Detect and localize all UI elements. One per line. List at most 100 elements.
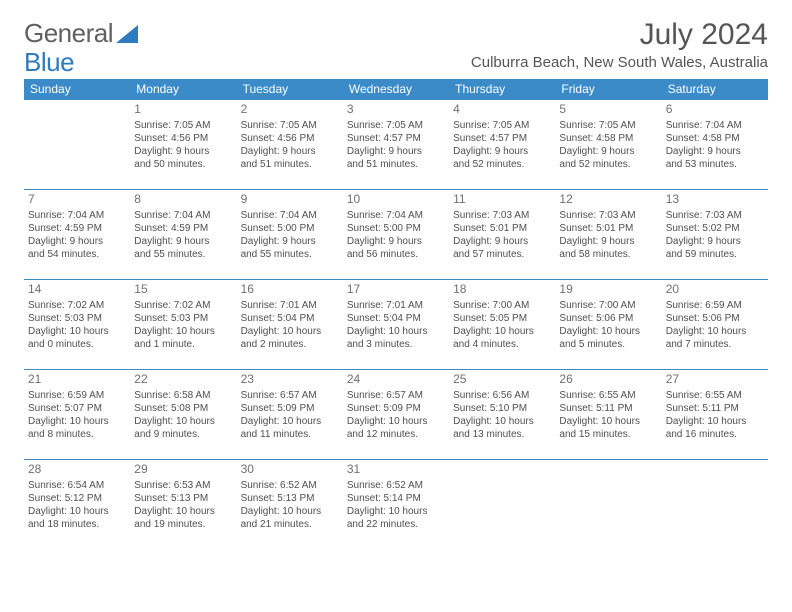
sunset-text: Sunset: 5:01 PM <box>559 222 657 235</box>
sunset-text: Sunset: 5:04 PM <box>347 312 445 325</box>
day-number: 3 <box>347 102 445 118</box>
day-number: 14 <box>28 282 126 298</box>
header-sunday: Sunday <box>24 79 130 100</box>
calendar-cell: 18Sunrise: 7:00 AMSunset: 5:05 PMDayligh… <box>449 280 555 370</box>
daylight-text: and 15 minutes. <box>559 428 657 441</box>
sunset-text: Sunset: 4:59 PM <box>134 222 232 235</box>
sunrise-text: Sunrise: 6:58 AM <box>134 389 232 402</box>
calendar-row: 7Sunrise: 7:04 AMSunset: 4:59 PMDaylight… <box>24 190 768 280</box>
sunrise-text: Sunrise: 6:57 AM <box>347 389 445 402</box>
header-friday: Friday <box>555 79 661 100</box>
sunset-text: Sunset: 5:08 PM <box>134 402 232 415</box>
sunset-text: Sunset: 5:00 PM <box>241 222 339 235</box>
calendar-cell: 25Sunrise: 6:56 AMSunset: 5:10 PMDayligh… <box>449 370 555 460</box>
logo-triangle-icon <box>116 25 138 43</box>
day-number: 31 <box>347 462 445 478</box>
sunrise-text: Sunrise: 7:04 AM <box>347 209 445 222</box>
calendar-cell: 22Sunrise: 6:58 AMSunset: 5:08 PMDayligh… <box>130 370 236 460</box>
sunset-text: Sunset: 5:05 PM <box>453 312 551 325</box>
day-number: 26 <box>559 372 657 388</box>
day-number: 2 <box>241 102 339 118</box>
day-number: 30 <box>241 462 339 478</box>
daylight-text: and 54 minutes. <box>28 248 126 261</box>
calendar-row: 28Sunrise: 6:54 AMSunset: 5:12 PMDayligh… <box>24 460 768 550</box>
sunset-text: Sunset: 5:06 PM <box>559 312 657 325</box>
calendar-cell: 5Sunrise: 7:05 AMSunset: 4:58 PMDaylight… <box>555 100 661 190</box>
calendar-cell: 28Sunrise: 6:54 AMSunset: 5:12 PMDayligh… <box>24 460 130 550</box>
calendar-cell: 23Sunrise: 6:57 AMSunset: 5:09 PMDayligh… <box>237 370 343 460</box>
daylight-text: and 55 minutes. <box>241 248 339 261</box>
day-number: 16 <box>241 282 339 298</box>
daylight-text: and 16 minutes. <box>666 428 764 441</box>
daylight-text: Daylight: 9 hours <box>347 235 445 248</box>
sunset-text: Sunset: 5:03 PM <box>28 312 126 325</box>
sunset-text: Sunset: 5:13 PM <box>241 492 339 505</box>
sunrise-text: Sunrise: 7:03 AM <box>666 209 764 222</box>
sunset-text: Sunset: 5:09 PM <box>347 402 445 415</box>
sunrise-text: Sunrise: 7:03 AM <box>559 209 657 222</box>
daylight-text: and 2 minutes. <box>241 338 339 351</box>
calendar-cell: 7Sunrise: 7:04 AMSunset: 4:59 PMDaylight… <box>24 190 130 280</box>
sunset-text: Sunset: 5:11 PM <box>666 402 764 415</box>
sunrise-text: Sunrise: 6:59 AM <box>28 389 126 402</box>
day-number: 5 <box>559 102 657 118</box>
calendar-cell <box>555 460 661 550</box>
daylight-text: and 0 minutes. <box>28 338 126 351</box>
day-number: 1 <box>134 102 232 118</box>
day-number: 18 <box>453 282 551 298</box>
day-number: 29 <box>134 462 232 478</box>
daylight-text: and 59 minutes. <box>666 248 764 261</box>
day-number: 13 <box>666 192 764 208</box>
daylight-text: and 3 minutes. <box>347 338 445 351</box>
logo: General <box>24 18 138 49</box>
daylight-text: Daylight: 9 hours <box>28 235 126 248</box>
calendar-cell: 21Sunrise: 6:59 AMSunset: 5:07 PMDayligh… <box>24 370 130 460</box>
sunrise-text: Sunrise: 7:04 AM <box>134 209 232 222</box>
calendar-row: 1Sunrise: 7:05 AMSunset: 4:56 PMDaylight… <box>24 100 768 190</box>
daylight-text: Daylight: 10 hours <box>134 325 232 338</box>
daylight-text: and 21 minutes. <box>241 518 339 531</box>
header-monday: Monday <box>130 79 236 100</box>
day-number: 20 <box>666 282 764 298</box>
calendar-cell <box>662 460 768 550</box>
sunrise-text: Sunrise: 6:55 AM <box>666 389 764 402</box>
daylight-text: Daylight: 10 hours <box>559 415 657 428</box>
daylight-text: and 12 minutes. <box>347 428 445 441</box>
daylight-text: Daylight: 10 hours <box>134 505 232 518</box>
sunset-text: Sunset: 5:09 PM <box>241 402 339 415</box>
calendar-cell: 31Sunrise: 6:52 AMSunset: 5:14 PMDayligh… <box>343 460 449 550</box>
sunset-text: Sunset: 5:12 PM <box>28 492 126 505</box>
sunrise-text: Sunrise: 6:59 AM <box>666 299 764 312</box>
daylight-text: and 51 minutes. <box>241 158 339 171</box>
day-number: 6 <box>666 102 764 118</box>
logo-line2: Blue <box>24 46 74 79</box>
daylight-text: and 22 minutes. <box>347 518 445 531</box>
day-number: 21 <box>28 372 126 388</box>
daylight-text: and 11 minutes. <box>241 428 339 441</box>
daylight-text: Daylight: 10 hours <box>241 415 339 428</box>
sunset-text: Sunset: 5:00 PM <box>347 222 445 235</box>
daylight-text: Daylight: 10 hours <box>347 325 445 338</box>
sunrise-text: Sunrise: 7:00 AM <box>453 299 551 312</box>
calendar-row: 14Sunrise: 7:02 AMSunset: 5:03 PMDayligh… <box>24 280 768 370</box>
sunset-text: Sunset: 4:57 PM <box>453 132 551 145</box>
calendar-cell: 6Sunrise: 7:04 AMSunset: 4:58 PMDaylight… <box>662 100 768 190</box>
sunrise-text: Sunrise: 6:56 AM <box>453 389 551 402</box>
day-number: 19 <box>559 282 657 298</box>
day-number: 8 <box>134 192 232 208</box>
day-number: 4 <box>453 102 551 118</box>
calendar-cell: 16Sunrise: 7:01 AMSunset: 5:04 PMDayligh… <box>237 280 343 370</box>
daylight-text: and 7 minutes. <box>666 338 764 351</box>
daylight-text: and 4 minutes. <box>453 338 551 351</box>
day-number: 7 <box>28 192 126 208</box>
day-number: 15 <box>134 282 232 298</box>
daylight-text: Daylight: 9 hours <box>347 145 445 158</box>
sunset-text: Sunset: 4:58 PM <box>666 132 764 145</box>
sunrise-text: Sunrise: 7:05 AM <box>241 119 339 132</box>
calendar-body: 1Sunrise: 7:05 AMSunset: 4:56 PMDaylight… <box>24 100 768 550</box>
day-number: 25 <box>453 372 551 388</box>
daylight-text: Daylight: 10 hours <box>28 415 126 428</box>
calendar-cell: 29Sunrise: 6:53 AMSunset: 5:13 PMDayligh… <box>130 460 236 550</box>
sunset-text: Sunset: 4:58 PM <box>559 132 657 145</box>
calendar-cell: 4Sunrise: 7:05 AMSunset: 4:57 PMDaylight… <box>449 100 555 190</box>
